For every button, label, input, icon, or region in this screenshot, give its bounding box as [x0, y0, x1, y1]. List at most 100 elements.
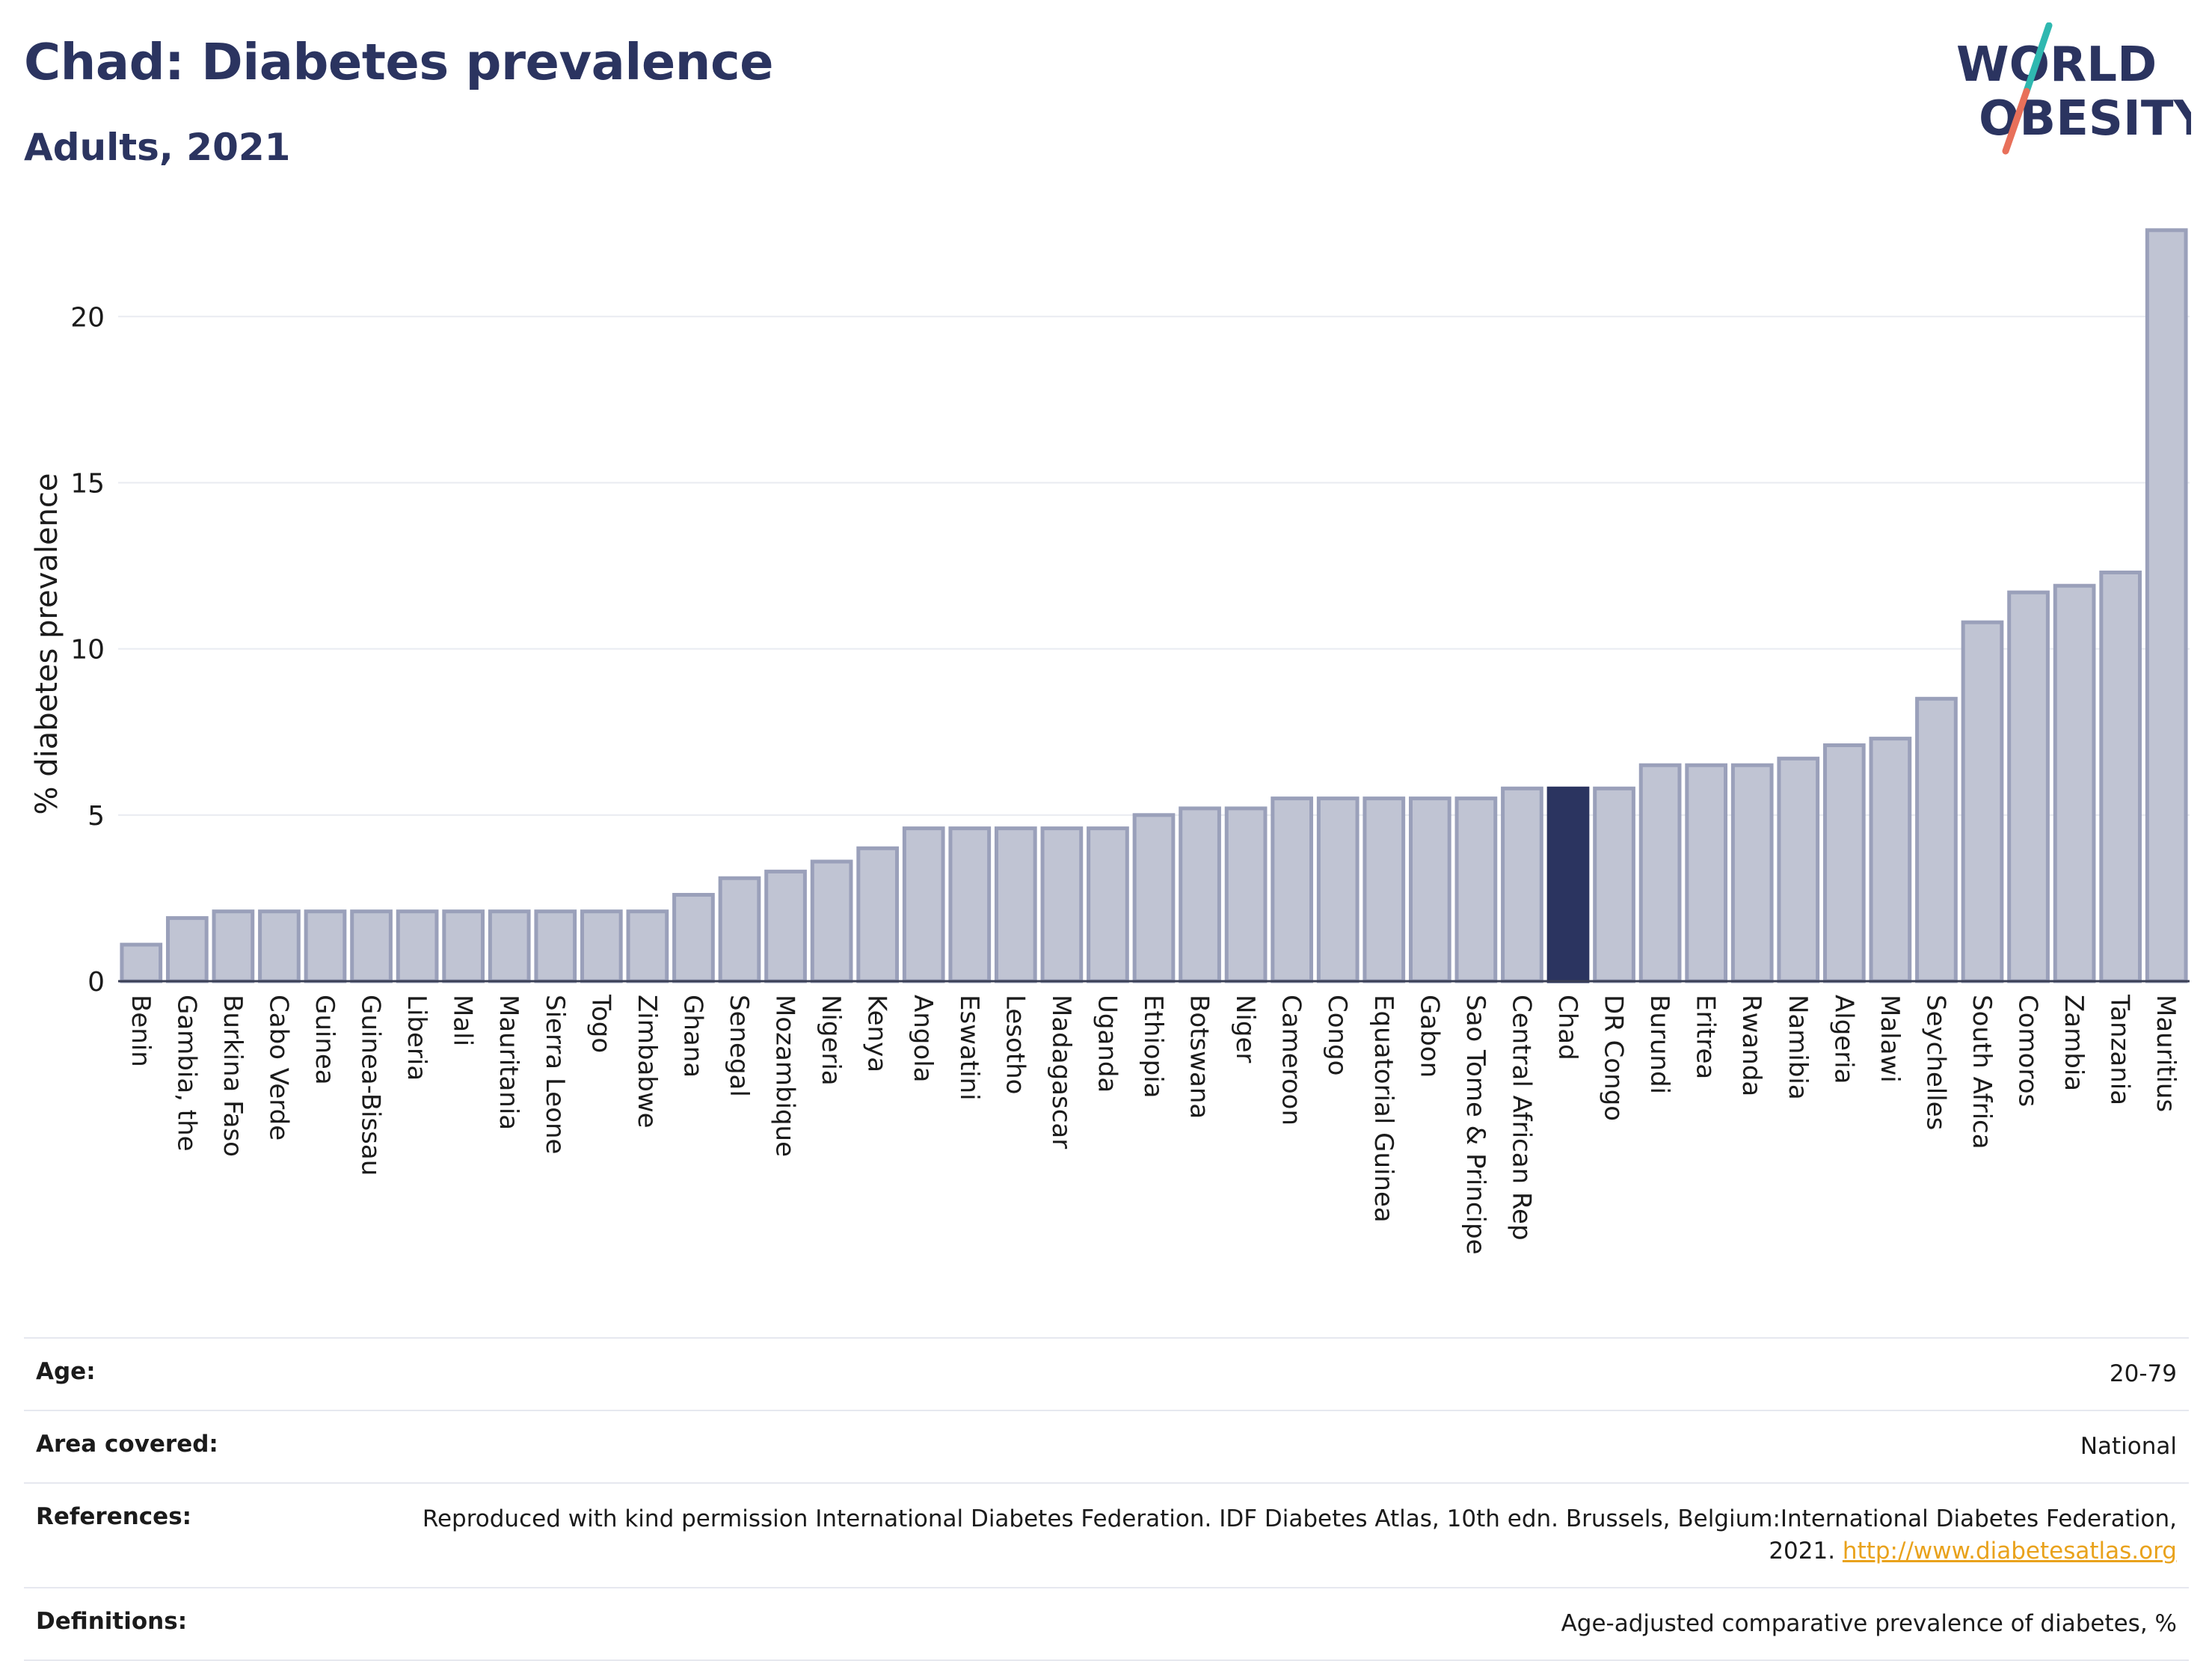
x-tick-label: Seychelles [1920, 995, 1950, 1130]
bar-chart: 0 5 10 15 20 Benin Gambia, the Burkina Faso Cab… [30, 228, 2190, 1255]
world-obesity-logo: WORLD OBESITY [1956, 22, 2191, 155]
bar [1501, 786, 1543, 983]
x-axis-labels: Benin Gambia, the Burkina Faso Cabo Verde Gu… [126, 994, 2181, 1255]
y-axis-ticks: 0 5 10 15 20 [70, 302, 105, 998]
bar [1179, 806, 1221, 983]
bar [212, 909, 255, 983]
bar [1454, 796, 1498, 983]
x-tick-label: Zimbabwe [632, 995, 662, 1129]
bar [1777, 756, 1820, 983]
bar [948, 826, 992, 983]
x-tick-label: Cabo Verde [263, 995, 293, 1140]
info-key: Definitions: [24, 1587, 347, 1661]
bar [1730, 763, 1774, 983]
bar [1087, 826, 1129, 983]
x-tick-label: Sao Tome & Principe [1460, 995, 1490, 1255]
bar [258, 909, 301, 983]
x-tick-label: Chad [1552, 995, 1582, 1060]
x-tick-label: Sierra Leone [540, 995, 570, 1154]
x-tick-label: Guinea [310, 995, 340, 1085]
bar [396, 909, 439, 983]
x-tick-label: Liberia [402, 995, 431, 1081]
bar [165, 916, 209, 983]
bar [350, 909, 393, 983]
bar [1961, 620, 2004, 983]
bar [1593, 786, 1635, 983]
info-value-references: Reproduced with kind permission Internat… [347, 1482, 2189, 1588]
bar [764, 869, 807, 983]
bar [672, 892, 715, 983]
bar [810, 859, 853, 983]
info-table: Age: 20-79 Area covered: National Refere… [24, 1337, 2189, 1661]
x-tick-label: Mauritania [494, 995, 523, 1130]
bar [1408, 796, 1451, 983]
bar [1822, 743, 1866, 983]
bar [488, 909, 531, 983]
x-tick-label: Comoros [2013, 995, 2043, 1107]
x-tick-label: Ghana [678, 995, 707, 1078]
x-tick-label: Uganda [1092, 995, 1122, 1093]
bar [1915, 696, 1958, 983]
x-tick-label: Cameroon [1276, 995, 1306, 1126]
references-link[interactable]: http://www.diabetesatlas.org [1842, 1538, 2177, 1565]
x-tick-label: Nigeria [816, 995, 846, 1086]
bar [442, 909, 485, 983]
x-tick-label: Kenya [862, 995, 892, 1072]
chart-subtitle: Adults, 2021 [24, 126, 291, 169]
bar [1316, 796, 1360, 983]
x-tick-label: Congo [1322, 995, 1352, 1075]
info-value: Age-adjusted comparative prevalence of d… [347, 1587, 2189, 1661]
logo-slash-top [2023, 22, 2053, 95]
x-tick-label: Eswatini [954, 995, 984, 1101]
x-tick-label: Botswana [1185, 995, 1214, 1119]
bar [856, 846, 900, 983]
bar [2053, 583, 2096, 983]
x-tick-label: Equatorial Guinea [1368, 995, 1398, 1223]
bar [1224, 806, 1268, 983]
x-tick-label: Gabon [1414, 995, 1444, 1078]
x-tick-label: Niger [1230, 995, 1260, 1063]
x-tick-label: Togo [586, 994, 615, 1053]
info-key: Area covered: [24, 1410, 347, 1484]
bar [304, 909, 347, 983]
x-tick-label: Madagascar [1046, 995, 1076, 1149]
x-tick-label: Namibia [1783, 995, 1813, 1100]
x-tick-label: Angola [908, 995, 938, 1082]
chart-title: Chad: Diabetes prevalence [24, 33, 774, 91]
x-tick-label: Burkina Faso [218, 995, 248, 1157]
x-tick-label: Eritrea [1691, 995, 1721, 1079]
x-tick-label: Tanzania [2105, 994, 2135, 1105]
info-row-definitions: Definitions: Age-adjusted comparative pr… [24, 1587, 2189, 1661]
logo-word-world: WORLD [1956, 37, 2157, 93]
x-tick-label: Central African Rep [1506, 995, 1536, 1241]
y-tick-label: 5 [87, 801, 105, 832]
bar [2099, 570, 2142, 983]
bars [120, 228, 2188, 983]
bar [2145, 228, 2188, 983]
x-tick-label: South Africa [1967, 995, 1997, 1149]
x-tick-label: Mozambique [770, 995, 800, 1157]
x-tick-label: Algeria [1828, 995, 1858, 1084]
bar [1685, 763, 1728, 983]
x-tick-label: Gambia, the [171, 995, 201, 1152]
bar [1869, 737, 1912, 983]
logo-slash-bottom [2002, 87, 2030, 155]
bar-highlighted [1546, 786, 1590, 983]
x-tick-label: Guinea-Bissau [356, 995, 386, 1176]
bar [534, 909, 577, 983]
bar [902, 826, 945, 983]
info-row-area: Area covered: National [24, 1410, 2189, 1484]
bar [718, 876, 761, 983]
x-tick-label: Ethiopia [1138, 995, 1168, 1098]
x-tick-label: Burundi [1644, 995, 1674, 1094]
bar [1362, 796, 1406, 983]
x-tick-label: DR Congo [1599, 995, 1629, 1121]
x-tick-label: Zambia [2059, 995, 2089, 1091]
bar [580, 909, 623, 983]
bar [1132, 813, 1176, 983]
y-tick-label: 0 [87, 967, 105, 998]
info-key: References: [24, 1482, 347, 1588]
y-tick-label: 10 [70, 635, 105, 666]
x-tick-label: Senegal [724, 995, 754, 1097]
y-axis-title: % diabetes prevalence [30, 473, 64, 814]
